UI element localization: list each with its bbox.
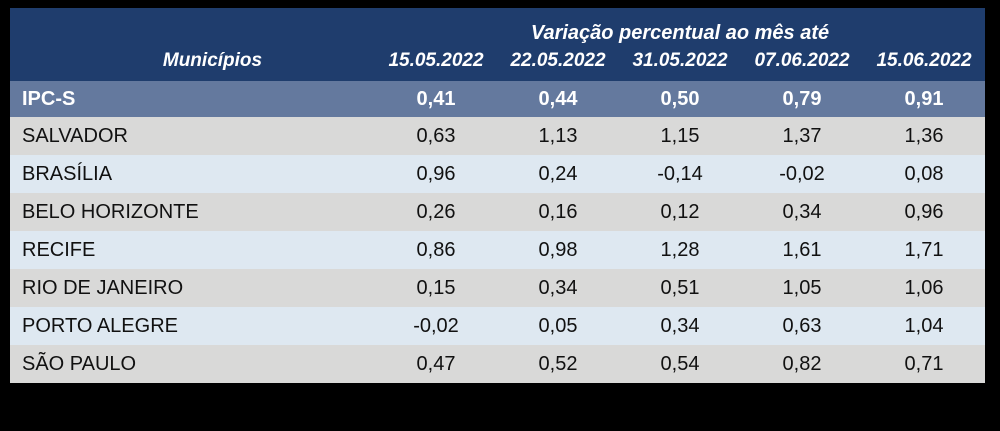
column-header-date-2: 22.05.2022 [510, 50, 606, 71]
column-header-date-4: 07.06.2022 [754, 50, 850, 71]
column-header-municipios: Municípios [162, 50, 263, 71]
table-row-brasilia: BRASÍLIA 0,96 0,24 -0,14 -0,02 0,08 [10, 155, 985, 193]
summary-value: 0,44 [538, 88, 578, 110]
value-cell: 0,82 [782, 353, 822, 375]
summary-value: 0,79 [782, 88, 822, 110]
value-cell: 0,16 [538, 201, 578, 223]
summary-value: 0,50 [660, 88, 700, 110]
value-cell: 0,05 [538, 315, 578, 337]
value-cell: 0,08 [904, 163, 944, 185]
value-cell: 0,71 [904, 353, 944, 375]
value-cell: -0,02 [413, 315, 459, 337]
column-header-date-1: 15.05.2022 [388, 50, 484, 71]
table-row-rio-de-janeiro: RIO DE JANEIRO 0,15 0,34 0,51 1,05 1,06 [10, 269, 985, 307]
value-cell: 0,98 [538, 239, 578, 261]
municipality-label: RIO DE JANEIRO [22, 277, 184, 299]
value-cell: 0,34 [538, 277, 578, 299]
summary-row-ipcs: IPC-S 0,41 0,44 0,50 0,79 0,91 [10, 81, 985, 117]
value-cell: 0,52 [538, 353, 578, 375]
value-cell: 0,34 [660, 315, 700, 337]
municipality-label: BELO HORIZONTE [22, 201, 199, 223]
table-row-recife: RECIFE 0,86 0,98 1,28 1,61 1,71 [10, 231, 985, 269]
table-row-belo-horizonte: BELO HORIZONTE 0,26 0,16 0,12 0,34 0,96 [10, 193, 985, 231]
value-cell: -0,02 [779, 163, 825, 185]
municipality-label: SALVADOR [22, 125, 128, 147]
value-cell: 1,05 [782, 277, 822, 299]
value-cell: 1,13 [538, 125, 578, 147]
value-cell: 0,51 [660, 277, 700, 299]
value-cell: 0,12 [660, 201, 700, 223]
value-cell: 1,36 [904, 125, 944, 147]
value-cell: 0,24 [538, 163, 578, 185]
column-header-date-3: 31.05.2022 [632, 50, 728, 71]
table-row-sao-paulo: SÃO PAULO 0,47 0,52 0,54 0,82 0,71 [10, 345, 985, 383]
value-cell: 0,96 [904, 201, 944, 223]
summary-row-label: IPC-S [22, 88, 76, 110]
value-cell: 1,06 [904, 277, 944, 299]
value-cell: 0,54 [660, 353, 700, 375]
value-cell: 0,63 [416, 125, 456, 147]
summary-value: 0,91 [904, 88, 944, 110]
table-row-salvador: SALVADOR 0,63 1,13 1,15 1,37 1,36 [10, 117, 985, 155]
municipality-label: PORTO ALEGRE [22, 315, 178, 337]
municipality-label: RECIFE [22, 239, 96, 261]
value-cell: -0,14 [657, 163, 703, 185]
value-cell: 0,26 [416, 201, 456, 223]
ipcs-table: Variação percentual ao mês até Município… [10, 8, 985, 383]
value-cell: 0,15 [416, 277, 456, 299]
municipality-label: SÃO PAULO [22, 353, 137, 375]
value-cell: 0,86 [416, 239, 456, 261]
summary-value: 0,41 [416, 88, 456, 110]
value-cell: 1,04 [904, 315, 944, 337]
table-row-porto-alegre: PORTO ALEGRE -0,02 0,05 0,34 0,63 1,04 [10, 307, 985, 345]
municipality-label: BRASÍLIA [22, 163, 113, 185]
table-header: Variação percentual ao mês até Município… [10, 8, 985, 81]
value-cell: 0,96 [416, 163, 456, 185]
value-cell: 0,63 [782, 315, 822, 337]
value-cell: 1,15 [660, 125, 700, 147]
value-cell: 0,34 [782, 201, 822, 223]
value-cell: 0,47 [416, 353, 456, 375]
value-cell: 1,37 [782, 125, 822, 147]
column-header-date-5: 15.06.2022 [876, 50, 972, 71]
value-cell: 1,71 [904, 239, 944, 261]
value-cell: 1,28 [660, 239, 700, 261]
value-cell: 1,61 [782, 239, 822, 261]
group-header: Variação percentual ao mês até [530, 22, 830, 44]
